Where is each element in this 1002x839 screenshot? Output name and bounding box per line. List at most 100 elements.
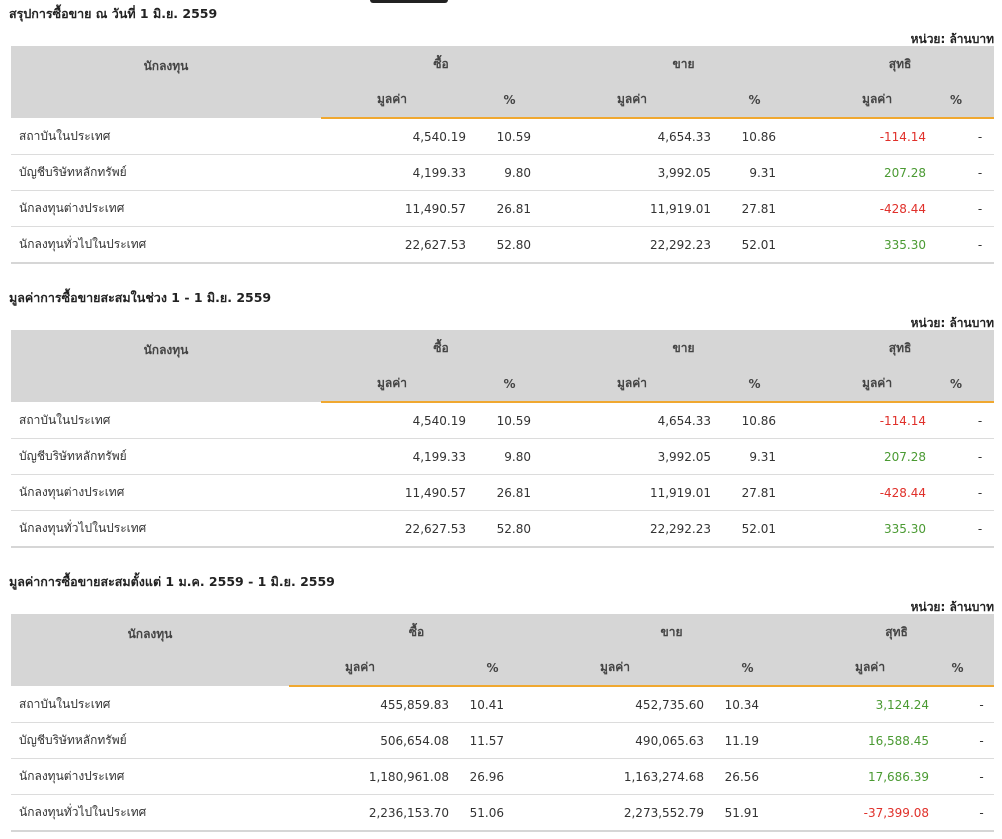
unit-label: หน่วย: ล้านบาท	[910, 600, 994, 614]
net-value: 207.28	[806, 438, 927, 475]
buy-value: 22,627.53	[321, 226, 466, 264]
net-value: -37,399.08	[799, 794, 930, 832]
table-row: สถาบันในประเทศ 455,859.83 10.41 452,735.…	[11, 686, 995, 723]
sell-value: 11,919.01	[561, 190, 712, 227]
table-row: นักลงทุนต่างประเทศ 11,490.57 26.81 11,91…	[11, 190, 995, 227]
net-value-header: มูลค่า	[799, 650, 930, 687]
buy-pct-header: %	[449, 650, 545, 687]
net-value: 3,124.24	[799, 686, 930, 723]
investor-header: นักลงทุน	[11, 46, 321, 118]
table-body: สถาบันในประเทศ 4,540.19 10.59 4,654.33 1…	[11, 402, 995, 548]
table-body: สถาบันในประเทศ 4,540.19 10.59 4,654.33 1…	[11, 118, 995, 264]
buy-pct: 9.80	[466, 154, 562, 191]
investor-trading-table: นักลงทุน ซื้อ ขาย สุทธิ มูลค่า % มูลค่า …	[11, 614, 995, 832]
net-pct-header: %	[926, 82, 995, 119]
investor-header: นักลงทุน	[11, 330, 321, 402]
net-pct: -	[929, 686, 995, 723]
sell-value: 22,292.23	[561, 510, 712, 548]
sell-pct: 10.86	[711, 402, 807, 439]
sell-value: 4,654.33	[561, 118, 712, 155]
section-title: มูลค่าการซื้อขายสะสมตั้งแต่ 1 ม.ค. 2559 …	[9, 574, 335, 589]
sell-pct: 51.91	[704, 794, 800, 832]
net-pct-header: %	[929, 650, 995, 687]
net-value: 207.28	[806, 154, 927, 191]
table-row: สถาบันในประเทศ 4,540.19 10.59 4,654.33 1…	[11, 402, 995, 439]
net-value-header: มูลค่า	[806, 82, 927, 119]
net-pct: -	[926, 438, 995, 475]
buy-header: ซื้อ	[321, 46, 562, 82]
buy-value: 4,540.19	[321, 118, 466, 155]
buy-pct: 26.81	[466, 474, 562, 511]
net-value: -114.14	[806, 402, 927, 439]
sell-pct-header: %	[704, 650, 800, 687]
table-row: นักลงทุนทั่วไปในประเทศ 22,627.53 52.80 2…	[11, 226, 995, 264]
buy-pct: 10.41	[449, 686, 545, 723]
investor-name: นักลงทุนต่างประเทศ	[11, 190, 321, 227]
buy-pct: 26.96	[449, 758, 545, 795]
buy-value: 4,199.33	[321, 438, 466, 475]
net-header: สุทธิ	[806, 46, 995, 82]
sell-value: 490,065.63	[544, 722, 705, 759]
sell-value: 3,992.05	[561, 438, 712, 475]
net-pct: -	[926, 226, 995, 264]
investor-trading-table: นักลงทุน ซื้อ ขาย สุทธิ มูลค่า % มูลค่า …	[11, 46, 995, 264]
investor-name: นักลงทุนทั่วไปในประเทศ	[11, 226, 321, 264]
unit-label: หน่วย: ล้านบาท	[910, 32, 994, 46]
buy-header: ซื้อ	[289, 614, 545, 650]
buy-header: ซื้อ	[321, 330, 562, 366]
net-pct: -	[926, 474, 995, 511]
buy-value-header: มูลค่า	[321, 366, 466, 403]
buy-pct: 52.80	[466, 226, 562, 264]
net-value-header: มูลค่า	[806, 366, 927, 403]
investor-trading-table: นักลงทุน ซื้อ ขาย สุทธิ มูลค่า % มูลค่า …	[11, 330, 995, 548]
table-row: บัญชีบริษัทหลักทรัพย์ 4,199.33 9.80 3,99…	[11, 154, 995, 191]
buy-value: 455,859.83	[289, 686, 449, 723]
table-row: นักลงทุนทั่วไปในประเทศ 22,627.53 52.80 2…	[11, 510, 995, 548]
table-row: นักลงทุนต่างประเทศ 1,180,961.08 26.96 1,…	[11, 758, 995, 795]
investor-name: บัญชีบริษัทหลักทรัพย์	[11, 438, 321, 475]
net-value: 17,686.39	[799, 758, 930, 795]
investor-name: สถาบันในประเทศ	[11, 402, 321, 439]
unit-label: หน่วย: ล้านบาท	[910, 316, 994, 330]
buy-pct-header: %	[466, 82, 562, 119]
investor-name: บัญชีบริษัทหลักทรัพย์	[11, 722, 289, 759]
sell-value: 2,273,552.79	[544, 794, 705, 832]
net-pct: -	[926, 190, 995, 227]
buy-pct: 9.80	[466, 438, 562, 475]
table-row: สถาบันในประเทศ 4,540.19 10.59 4,654.33 1…	[11, 118, 995, 155]
net-header: สุทธิ	[806, 330, 995, 366]
investor-name: นักลงทุนทั่วไปในประเทศ	[11, 510, 321, 548]
sell-value: 11,919.01	[561, 474, 712, 511]
buy-value: 4,540.19	[321, 402, 466, 439]
net-pct: -	[926, 154, 995, 191]
table-row: นักลงทุนต่างประเทศ 11,490.57 26.81 11,91…	[11, 474, 995, 511]
buy-value: 11,490.57	[321, 474, 466, 511]
net-value: 335.30	[806, 226, 927, 264]
sell-pct: 52.01	[711, 226, 807, 264]
sell-pct: 10.86	[711, 118, 807, 155]
investor-name: นักลงทุนต่างประเทศ	[11, 474, 321, 511]
buy-value: 506,654.08	[289, 722, 449, 759]
net-pct: -	[929, 758, 995, 795]
sell-value: 452,735.60	[544, 686, 705, 723]
investor-header: นักลงทุน	[11, 614, 289, 686]
investor-name: นักลงทุนต่างประเทศ	[11, 758, 289, 795]
investor-name: บัญชีบริษัทหลักทรัพย์	[11, 154, 321, 191]
sell-pct: 27.81	[711, 474, 807, 511]
investor-name: นักลงทุนทั่วไปในประเทศ	[11, 794, 289, 832]
sell-pct-header: %	[711, 82, 807, 119]
table-row: นักลงทุนทั่วไปในประเทศ 2,236,153.70 51.0…	[11, 794, 995, 832]
buy-pct: 51.06	[449, 794, 545, 832]
table-body: สถาบันในประเทศ 455,859.83 10.41 452,735.…	[11, 686, 995, 832]
sell-pct: 52.01	[711, 510, 807, 548]
sell-pct: 11.19	[704, 722, 800, 759]
net-value: -428.44	[806, 190, 927, 227]
buy-value: 11,490.57	[321, 190, 466, 227]
net-pct: -	[926, 118, 995, 155]
net-value: 335.30	[806, 510, 927, 548]
sell-value: 1,163,274.68	[544, 758, 705, 795]
net-value: 16,588.45	[799, 722, 930, 759]
sell-pct: 27.81	[711, 190, 807, 227]
net-value: -428.44	[806, 474, 927, 511]
sell-header: ขาย	[561, 46, 807, 82]
